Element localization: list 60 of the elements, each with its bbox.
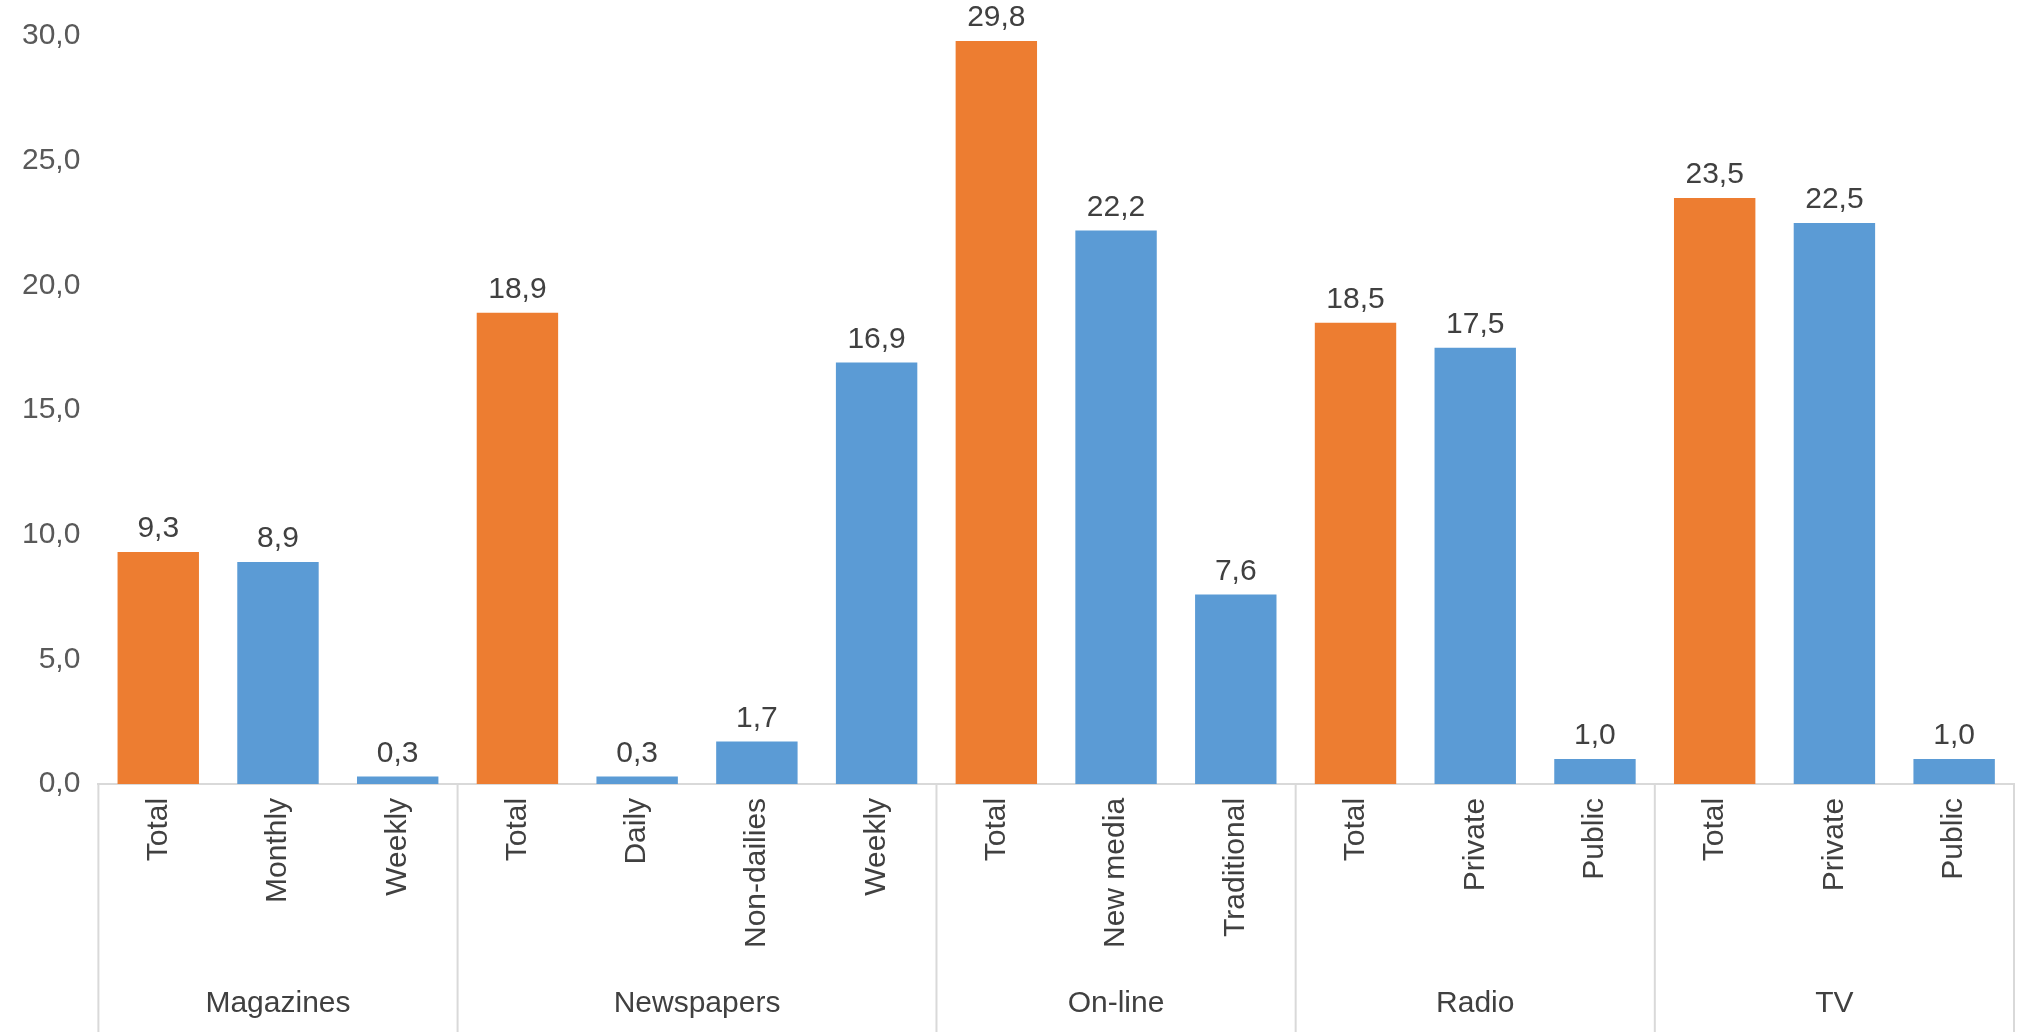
- x-tick-label: Total: [1336, 797, 1370, 862]
- bar: [716, 741, 798, 784]
- x-tick-label: New media: [1097, 797, 1131, 948]
- y-tick-label: 30,0: [22, 17, 81, 51]
- y-tick-label: 0,0: [38, 765, 81, 799]
- data-label: 0,3: [376, 734, 419, 768]
- text: Radio: [1436, 985, 1515, 1019]
- data-label: 7,6: [1214, 552, 1257, 586]
- bar: [1554, 759, 1636, 784]
- x-tick-label: Total: [139, 797, 173, 862]
- text: Magazines: [205, 985, 351, 1019]
- bar: [1075, 230, 1157, 784]
- bar: [835, 362, 918, 784]
- x-tick-label: Weekly: [378, 797, 412, 896]
- y-tick-label: 10,0: [22, 515, 81, 549]
- bar: [1913, 759, 1995, 784]
- data-label: 23,5: [1685, 156, 1744, 190]
- data-label: 22,5: [1805, 181, 1864, 215]
- text: Newspapers: [613, 985, 781, 1019]
- x-tick-label: Public: [1935, 797, 1969, 880]
- data-label: 18,5: [1326, 280, 1385, 314]
- x-tick-label: Total: [977, 797, 1011, 862]
- y-tick-label: 15,0: [22, 391, 81, 425]
- x-tick-label: Daily: [618, 797, 652, 865]
- x-tick-label: Non-dailies: [738, 797, 772, 948]
- bar: [357, 776, 439, 784]
- x-tick-label: Public: [1576, 797, 1610, 880]
- bar: [117, 552, 199, 784]
- bar: [476, 312, 559, 784]
- y-tick-label: 25,0: [22, 141, 81, 175]
- y-tick-label: 20,0: [22, 266, 81, 300]
- data-label: 29,8: [967, 0, 1026, 33]
- bar: [596, 776, 678, 784]
- bar: [237, 562, 319, 784]
- data-label: 22,2: [1086, 188, 1146, 222]
- x-tick-label: Total: [498, 797, 532, 862]
- x-tick-label: Private: [1815, 797, 1849, 892]
- bar: [1673, 198, 1756, 784]
- x-tick-label: Traditional: [1217, 797, 1251, 937]
- x-tick-label: Monthly: [259, 797, 293, 903]
- data-label: 1,7: [736, 699, 778, 733]
- x-tick-label: Private: [1456, 797, 1490, 892]
- bar: [1793, 222, 1876, 784]
- data-label: 8,9: [257, 520, 299, 554]
- data-label: 17,5: [1446, 305, 1505, 339]
- data-label: 9,3: [137, 510, 180, 544]
- data-label: 16,9: [847, 320, 906, 354]
- text: On-line: [1067, 985, 1165, 1019]
- data-label: 18,9: [488, 271, 547, 304]
- bar: [955, 40, 1038, 784]
- x-tick-label: Weekly: [857, 797, 891, 896]
- data-label: 0,3: [616, 734, 659, 768]
- data-label: 1,0: [1933, 717, 1975, 751]
- y-tick-label: 5,0: [38, 640, 81, 674]
- bar: [1195, 594, 1277, 784]
- x-tick-label: Total: [1695, 797, 1729, 862]
- text: TV: [1815, 985, 1854, 1019]
- bar: [1314, 322, 1397, 784]
- data-label: 1,0: [1574, 717, 1616, 751]
- bar: [1434, 347, 1516, 784]
